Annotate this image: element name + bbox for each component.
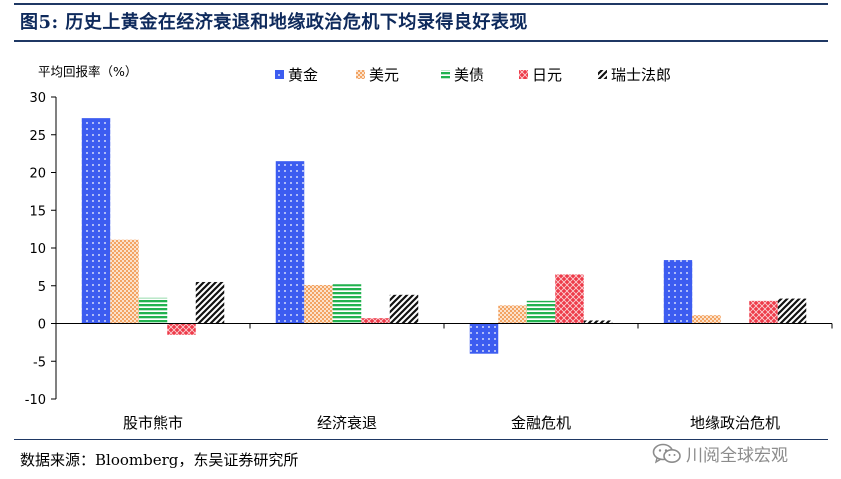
legend-label: 瑞士法郎 <box>611 66 671 84</box>
y-tick-label: -5 <box>33 355 46 370</box>
bar-瑞士法郎-地缘政治危机 <box>777 298 807 324</box>
bars <box>81 118 807 354</box>
bar-美元-股市熊市 <box>110 239 139 324</box>
category-label: 金融危机 <box>511 414 571 432</box>
y-axis: -10 -5 0 5 10 15 20 25 30 <box>25 91 57 408</box>
bar-美债-股市熊市 <box>138 297 168 324</box>
legend-swatch <box>598 70 607 79</box>
y-tick-label: 5 <box>38 280 46 295</box>
bar-日元-地缘政治危机 <box>749 300 778 324</box>
bar-黄金-经济衰退 <box>275 161 305 324</box>
figure-title: 图5: 历史上黄金在经济衰退和地缘政治危机下均录得良好表现 <box>20 12 528 33</box>
bar-美元-金融危机 <box>498 305 527 324</box>
bar-瑞士法郎-股市熊市 <box>195 281 225 324</box>
y-tick-label: 20 <box>29 167 46 182</box>
y-tick-label: 30 <box>29 91 46 106</box>
legend-label: 黄金 <box>288 66 318 84</box>
category-label: 股市熊市 <box>123 414 183 432</box>
bar-日元-股市熊市 <box>167 323 196 335</box>
y-tick-label: 10 <box>29 242 46 257</box>
y-tick-label: 25 <box>29 129 46 144</box>
watermark: 川阅全球宏观 <box>652 441 788 466</box>
top-rule <box>14 3 828 5</box>
bar-黄金-金融危机 <box>469 323 499 354</box>
bar-美元-地缘政治危机 <box>692 315 721 324</box>
bar-美债-经济衰退 <box>332 284 362 324</box>
legend-label: 日元 <box>532 66 562 84</box>
category-label: 地缘政治危机 <box>690 414 780 432</box>
bar-黄金-地缘政治危机 <box>663 260 693 324</box>
bar-瑞士法郎-经济衰退 <box>389 294 419 324</box>
bar-黄金-股市熊市 <box>81 118 111 324</box>
y-axis-label: 平均回报率（%） <box>38 64 137 79</box>
bar-瑞士法郎-金融危机 <box>583 320 613 324</box>
legend-swatch <box>441 70 450 79</box>
bar-日元-经济衰退 <box>361 318 390 324</box>
source-note: 数据来源：Bloomberg，东吴证券研究所 <box>20 451 299 469</box>
y-tick-label: 0 <box>38 318 46 333</box>
category-label: 经济衰退 <box>317 414 377 432</box>
title-rule <box>14 40 828 42</box>
wechat-icon <box>652 443 681 463</box>
legend: 黄金 美元 美债 日元 瑞士法郎 <box>275 66 671 84</box>
legend-label: 美元 <box>369 66 399 84</box>
bottom-rule <box>14 439 828 441</box>
legend-swatch <box>356 70 365 79</box>
legend-label: 美债 <box>454 66 484 84</box>
bar-美元-经济衰退 <box>304 284 333 324</box>
watermark-text: 川阅全球宏观 <box>686 446 788 466</box>
legend-swatch <box>275 70 284 79</box>
bar-日元-金融危机 <box>555 274 584 324</box>
legend-swatch <box>519 70 528 79</box>
bar-美债-金融危机 <box>526 300 556 324</box>
y-tick-label: 15 <box>29 204 46 219</box>
y-tick-label: -10 <box>25 393 46 408</box>
x-axis: 股市熊市 经济衰退 金融危机 地缘政治危机 <box>55 323 833 432</box>
